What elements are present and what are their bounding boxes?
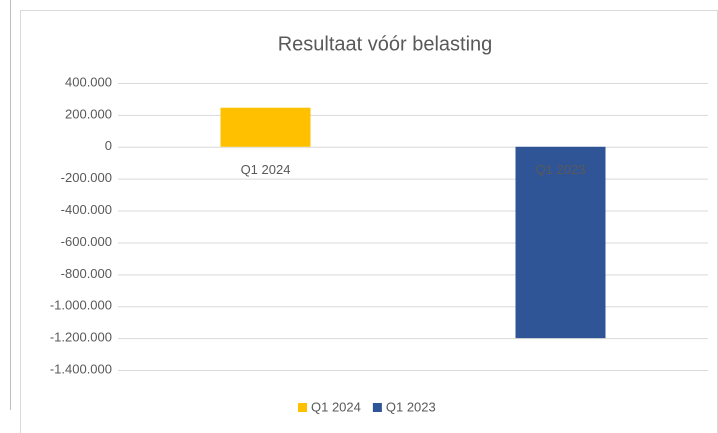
y-tick-label: -200.000 xyxy=(61,170,112,185)
x-tick-label: Q1 2024 xyxy=(241,162,291,177)
bar xyxy=(220,107,311,147)
legend-swatch xyxy=(298,403,307,412)
legend-label: Q1 2023 xyxy=(386,399,436,414)
chart-frame xyxy=(20,10,718,433)
y-tick-label: -1.200.000 xyxy=(50,330,112,345)
y-tick-label: -800.000 xyxy=(61,266,112,281)
chart-title: Resultaat vóór belasting xyxy=(278,33,493,55)
x-tick-label: Q1 2023 xyxy=(536,162,586,177)
legend-swatch xyxy=(372,403,382,412)
y-tick-label: -1.000.000 xyxy=(50,298,112,313)
legend-label: Q1 2024 xyxy=(311,399,361,414)
bar xyxy=(515,146,606,339)
y-tick-label: 200.000 xyxy=(65,106,112,121)
y-tick-label: -400.000 xyxy=(61,202,112,217)
y-tick-label: 400.000 xyxy=(65,74,112,89)
y-tick-label: 0 xyxy=(105,138,112,153)
y-tick-label: -600.000 xyxy=(61,234,112,249)
y-tick-label: -1.400.000 xyxy=(50,361,112,376)
